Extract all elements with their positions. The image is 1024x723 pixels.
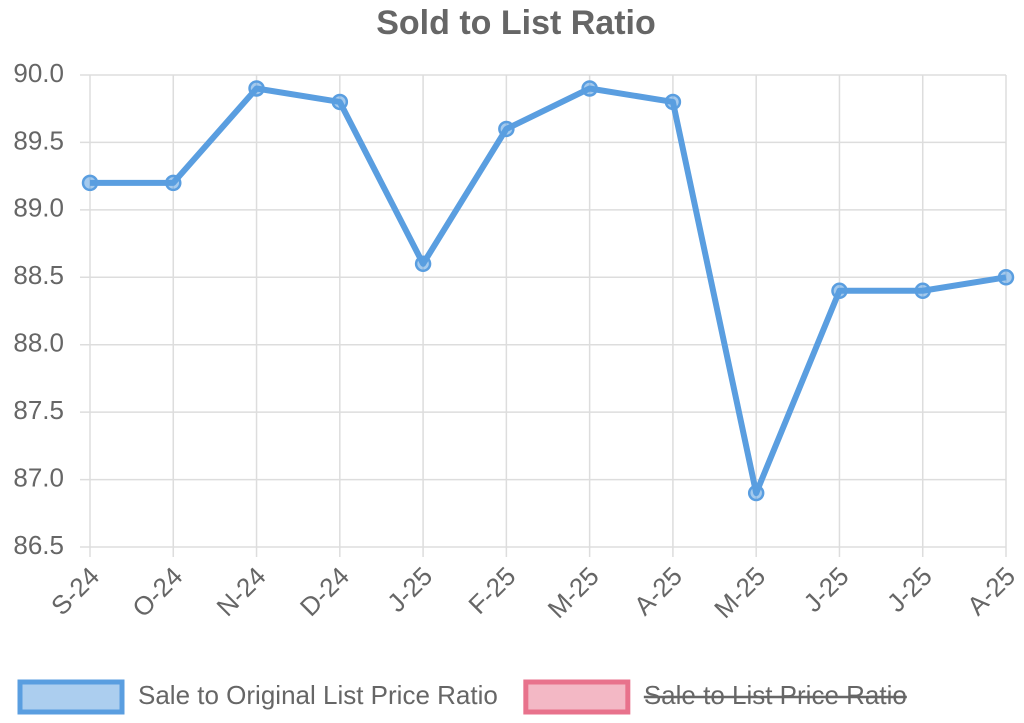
y-tick-label: 89.5 [13, 125, 64, 155]
y-tick-label: 86.5 [13, 530, 64, 560]
y-tick-label: 87.0 [13, 462, 64, 492]
data-point [831, 282, 848, 300]
legend-swatch [17, 679, 125, 715]
data-point [81, 174, 99, 192]
x-tick-label: A-25 [961, 561, 1021, 621]
x-tick-label: F-25 [462, 561, 521, 620]
y-tick-label: 88.0 [13, 328, 64, 358]
data-point [747, 484, 765, 502]
data-point [581, 80, 598, 97]
series-line [90, 85, 1007, 497]
data-point [248, 80, 265, 97]
x-tick-label: M-25 [708, 561, 771, 624]
y-tick-label: 87.5 [13, 395, 64, 425]
data-point [914, 282, 931, 300]
data-point [997, 269, 1015, 286]
y-tick-label: 89.0 [13, 193, 64, 223]
x-tick-label: J-25 [381, 561, 438, 618]
data-point [165, 174, 182, 192]
x-tick-label: A-25 [628, 561, 688, 621]
legend-swatch [523, 679, 631, 715]
data-point [664, 93, 682, 111]
x-tick-label: D-24 [294, 561, 355, 622]
data-point [414, 255, 432, 273]
x-tick-label: J-25 [798, 561, 855, 618]
y-tick-label: 88.5 [13, 260, 64, 290]
legend: Sale to Original List Price Ratio Sale to… [17, 679, 907, 715]
legend-label: Sale to Original List Price Ratio [138, 680, 498, 710]
x-tick-label: N-24 [211, 561, 272, 622]
x-tick-label: O-24 [126, 561, 188, 623]
x-tick-label: J-25 [881, 561, 938, 618]
chart-title: Sold to List Ratio [376, 4, 656, 42]
data-point [498, 120, 515, 138]
x-tick-label: S-24 [45, 561, 105, 621]
data-point [331, 93, 349, 111]
legend-label: Sale to List Price Ratio [644, 680, 907, 710]
x-tick-label: M-25 [542, 561, 605, 624]
y-tick-label: 90.0 [13, 58, 64, 88]
